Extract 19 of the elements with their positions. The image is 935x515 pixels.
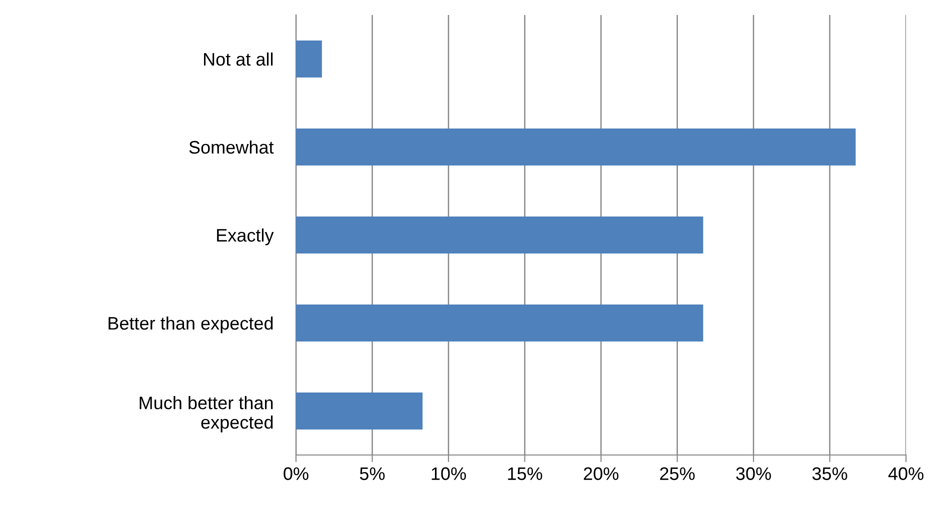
bar (296, 40, 322, 78)
bar (296, 304, 704, 342)
x-tick-label: 30% (736, 467, 771, 480)
x-tick-label: 20% (584, 467, 618, 480)
y-tick-label: Not at all (204, 52, 273, 66)
y-tick-label: Much better than expected (140, 396, 273, 432)
x-tick-label: 25% (660, 467, 695, 480)
y-tick-label: Exactly (217, 228, 274, 246)
x-tick-label: 0% (284, 467, 308, 480)
y-tick-label: Better than expected (108, 316, 273, 334)
y-tick-label: Somewhat (189, 140, 274, 154)
x-tick-label: 40% (888, 467, 924, 480)
bar (296, 392, 423, 430)
x-tick-label: 5% (360, 467, 385, 480)
x-tick-label: 10% (432, 467, 466, 480)
x-tick-label: 35% (812, 467, 848, 480)
bar (296, 128, 856, 166)
x-tick-label: 15% (508, 467, 542, 480)
bar (296, 216, 704, 254)
